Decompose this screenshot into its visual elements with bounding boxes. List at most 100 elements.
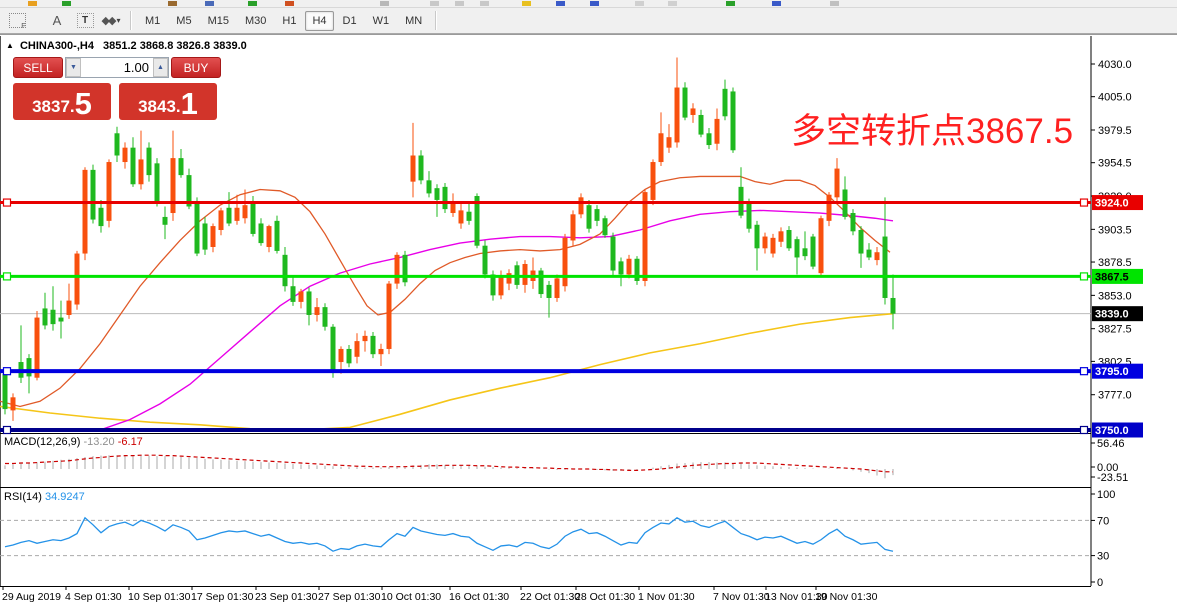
- candle[interactable]: [698, 114, 704, 135]
- candle[interactable]: [258, 223, 264, 244]
- tf-button-MN[interactable]: MN: [405, 14, 423, 27]
- tf-button-W1[interactable]: W1: [372, 14, 390, 27]
- candle[interactable]: [890, 297, 896, 314]
- candle[interactable]: [274, 220, 280, 251]
- candle[interactable]: [194, 202, 200, 254]
- candle[interactable]: [234, 207, 240, 221]
- candle[interactable]: [458, 210, 464, 224]
- candle[interactable]: [66, 300, 72, 315]
- candle[interactable]: [794, 239, 800, 258]
- collapse-triangle-icon[interactable]: ▲: [6, 41, 14, 50]
- candle[interactable]: [498, 275, 504, 296]
- candle[interactable]: [690, 108, 696, 115]
- candle[interactable]: [346, 348, 352, 364]
- candle[interactable]: [834, 168, 840, 198]
- quantity-value[interactable]: 1.00: [123, 60, 149, 75]
- candle[interactable]: [130, 147, 136, 185]
- candle[interactable]: [338, 348, 344, 363]
- candle[interactable]: [490, 274, 496, 296]
- candle[interactable]: [522, 263, 528, 285]
- quantity-increase-button[interactable]: ▲: [153, 58, 168, 77]
- candle[interactable]: [762, 236, 768, 249]
- candle[interactable]: [34, 317, 40, 378]
- candle[interactable]: [306, 291, 312, 315]
- candle[interactable]: [570, 214, 576, 241]
- candle[interactable]: [170, 158, 176, 214]
- candle[interactable]: [370, 335, 376, 355]
- candle[interactable]: [858, 230, 864, 254]
- candle[interactable]: [594, 209, 600, 221]
- candle[interactable]: [714, 118, 720, 144]
- tf-button-M5[interactable]: M5: [176, 14, 192, 27]
- candle[interactable]: [186, 175, 192, 207]
- quantity-decrease-button[interactable]: ▼: [66, 58, 81, 77]
- candle[interactable]: [178, 158, 184, 176]
- candle[interactable]: [410, 155, 416, 182]
- line-handle[interactable]: [1079, 198, 1089, 207]
- candle[interactable]: [210, 226, 216, 247]
- tf-button-M1[interactable]: M1: [145, 14, 161, 27]
- candle[interactable]: [770, 237, 776, 254]
- sell-price-display[interactable]: 3837. 5: [13, 83, 111, 120]
- line-handle[interactable]: [2, 367, 12, 376]
- tf-button-H1[interactable]: H1: [282, 14, 297, 27]
- candle[interactable]: [882, 236, 888, 298]
- candle[interactable]: [2, 373, 8, 410]
- candle[interactable]: [90, 169, 96, 220]
- candle[interactable]: [538, 270, 544, 295]
- candle[interactable]: [402, 254, 408, 283]
- candle[interactable]: [202, 223, 208, 250]
- candle[interactable]: [226, 207, 232, 224]
- candle[interactable]: [610, 236, 616, 271]
- candle[interactable]: [874, 252, 880, 261]
- candle[interactable]: [42, 308, 48, 326]
- candle[interactable]: [74, 253, 80, 305]
- candle[interactable]: [266, 226, 272, 247]
- tf-button-H4[interactable]: H4: [305, 10, 334, 31]
- candle[interactable]: [778, 231, 784, 242]
- candle[interactable]: [154, 163, 160, 202]
- candle[interactable]: [218, 210, 224, 231]
- candle[interactable]: [802, 248, 808, 257]
- buy-button[interactable]: BUY: [171, 57, 221, 78]
- candle[interactable]: [666, 137, 672, 148]
- candle[interactable]: [146, 147, 152, 176]
- candle[interactable]: [450, 202, 456, 214]
- candle[interactable]: [378, 348, 384, 355]
- line-handle[interactable]: [2, 272, 12, 281]
- candle[interactable]: [162, 216, 168, 225]
- candle[interactable]: [290, 286, 296, 302]
- crosshair-tool-icon[interactable]: F: [6, 11, 28, 30]
- candle[interactable]: [122, 147, 128, 163]
- candle[interactable]: [562, 237, 568, 287]
- sell-button[interactable]: SELL: [13, 57, 63, 78]
- line-handle[interactable]: [1079, 367, 1089, 376]
- arrow-label-tool-icon[interactable]: A: [52, 13, 62, 28]
- candle[interactable]: [26, 358, 32, 377]
- line-handle[interactable]: [2, 425, 12, 435]
- candle[interactable]: [650, 162, 656, 200]
- candle[interactable]: [586, 205, 592, 229]
- candle[interactable]: [850, 213, 856, 232]
- candle[interactable]: [82, 169, 88, 254]
- candle[interactable]: [866, 249, 872, 258]
- candle[interactable]: [626, 258, 632, 275]
- annotation-text[interactable]: 多空转折点3867.5: [791, 112, 1073, 151]
- candle[interactable]: [298, 291, 304, 302]
- candle[interactable]: [354, 341, 360, 357]
- candle[interactable]: [362, 335, 368, 342]
- candle[interactable]: [242, 205, 248, 219]
- candle[interactable]: [330, 326, 336, 372]
- candle[interactable]: [754, 224, 760, 249]
- candle[interactable]: [682, 87, 688, 118]
- candle[interactable]: [618, 261, 624, 275]
- candle[interactable]: [322, 307, 328, 327]
- candle[interactable]: [314, 307, 320, 315]
- candle[interactable]: [282, 254, 288, 287]
- candle[interactable]: [474, 196, 480, 246]
- candle[interactable]: [602, 218, 608, 236]
- tf-button-D1[interactable]: D1: [342, 14, 357, 27]
- candle[interactable]: [98, 207, 104, 227]
- candle[interactable]: [642, 192, 648, 281]
- candle[interactable]: [138, 159, 144, 185]
